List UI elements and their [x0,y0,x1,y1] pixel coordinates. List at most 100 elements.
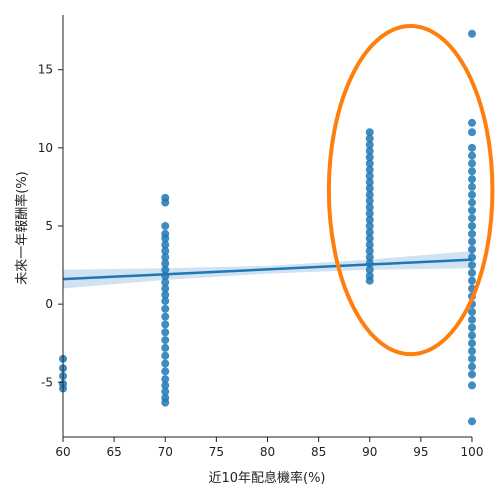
y-ticks-layer: -5 0 5 10 15 [38,63,63,389]
data-point [468,339,476,348]
data-point [161,359,170,368]
data-point [365,140,374,149]
data-point [468,237,476,246]
data-point [365,184,374,193]
data-point [468,315,476,324]
data-point [365,128,374,137]
data-point [161,398,170,407]
data-point [468,222,476,230]
data-point [468,323,476,332]
x-ticks-layer: 60 65 70 75 80 85 90 95 100 [55,437,483,459]
data-point [365,222,374,230]
data-point [468,354,476,363]
data-point [468,206,476,215]
data-point [161,290,170,299]
x-tick-label: 80 [260,445,275,459]
data-point [365,196,374,205]
x-tick-label: 90 [362,445,377,459]
regression-line-layer [62,258,473,281]
data-point [468,261,476,270]
data-point [161,381,170,390]
data-point [161,259,170,268]
data-point [365,178,374,187]
data-point [161,234,170,243]
data-point [365,165,374,174]
data-point [468,229,476,238]
data-point [365,153,374,162]
highlight-layer [326,23,495,357]
data-point [161,304,170,313]
data-point [161,297,170,306]
data-point [468,276,476,285]
data-point [365,253,374,262]
data-point [468,331,476,340]
data-point [468,143,476,152]
data-point [468,417,476,426]
data-point [468,381,476,390]
data-point [468,175,476,184]
data-point [161,320,170,329]
data-point [468,347,476,356]
y-tick-label: 0 [45,297,53,311]
data-point [468,128,476,137]
data-point [161,278,170,287]
data-point [161,198,170,207]
data-point [365,247,374,256]
y-tick-label: 10 [38,141,53,155]
y-axis-label: 未來一年報酬率(%) [14,171,30,285]
highlight-ellipse [326,23,495,357]
data-point [468,362,476,371]
data-point [365,203,374,212]
data-point [161,312,170,321]
x-tick-label: 70 [158,445,173,459]
data-point [468,118,476,127]
data-point [365,265,374,274]
data-point [365,134,374,143]
data-point [365,240,374,249]
x-tick-label: 60 [55,445,70,459]
y-tick-label: -5 [41,375,53,389]
data-point [365,215,374,224]
data-point [365,209,374,218]
data-point [365,146,374,155]
x-tick-label: 95 [413,445,428,459]
data-points-layer [59,29,476,426]
regression-line [62,258,473,281]
data-point [161,222,170,230]
data-point [365,159,374,168]
axes-layer [62,15,472,438]
x-tick-label: 65 [106,445,121,459]
x-tick-label: 75 [209,445,224,459]
data-point [468,151,476,160]
x-tick-label: 85 [311,445,326,459]
data-point [365,190,374,199]
data-point [468,159,476,168]
data-point [468,214,476,223]
data-point [468,198,476,207]
data-point [468,245,476,254]
data-point [161,375,170,384]
data-point [365,228,374,237]
data-point [365,276,374,285]
data-point [468,307,476,316]
data-point [161,265,170,274]
data-point [365,171,374,180]
data-point [468,190,476,199]
x-axis-label: 近10年配息機率(%) [208,470,325,486]
data-point [365,234,374,243]
y-tick-label: 5 [45,219,53,233]
data-point [161,284,170,293]
data-point [161,351,170,360]
data-point [161,240,170,249]
data-point [161,253,170,262]
data-point [161,343,170,352]
data-point [468,29,476,38]
data-point [468,268,476,277]
data-point [161,336,170,345]
data-point [161,387,170,396]
x-tick-label: 100 [461,445,484,459]
y-tick-label: 15 [38,63,53,77]
data-point [468,167,476,176]
data-point [161,367,170,376]
